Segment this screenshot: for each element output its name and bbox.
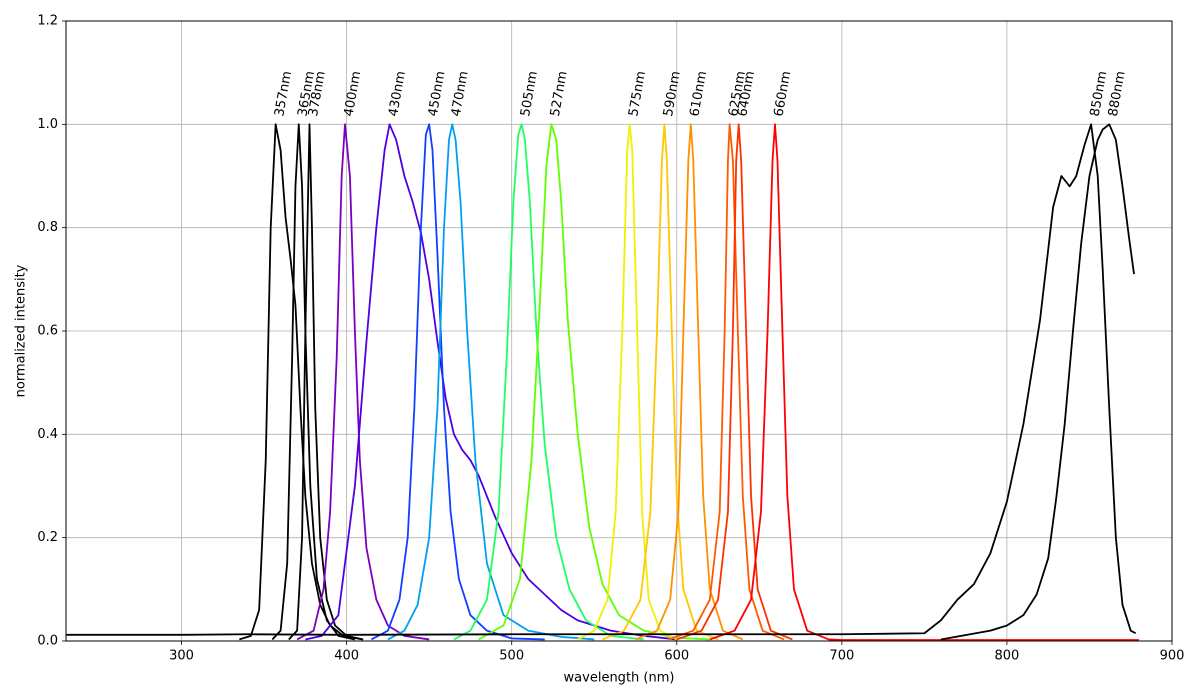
x-tick-label: 700 <box>829 649 854 664</box>
peak-label: 575nm <box>626 70 649 118</box>
y-tick-label: 1.2 <box>37 14 58 29</box>
spectrum-line <box>940 123 1135 641</box>
x-tick-label: 600 <box>664 649 689 664</box>
spectrum-line <box>239 123 364 641</box>
x-tick-label: 500 <box>499 649 524 664</box>
peak-label: 610nm <box>687 70 710 118</box>
y-tick-label: 1.0 <box>37 117 58 132</box>
spectrum-line <box>370 123 545 641</box>
spectrum-line <box>676 123 793 641</box>
x-axis-label: wavelength (nm) <box>564 671 675 686</box>
peak-label: 470nm <box>449 70 472 118</box>
spectrum-line <box>387 123 595 641</box>
spectrum-line <box>577 123 678 641</box>
y-axis-label: normalized intensity <box>14 264 29 397</box>
plot-frame <box>65 20 1173 642</box>
x-tick-label: 800 <box>995 649 1020 664</box>
peak-label: 505nm <box>518 70 541 118</box>
peak-label: 430nm <box>386 70 409 118</box>
spectrum-line <box>709 123 1139 641</box>
spectrum-line <box>478 123 710 641</box>
x-tick-label: 300 <box>169 649 194 664</box>
x-tick-label: 400 <box>334 649 359 664</box>
y-tick-label: 0.6 <box>37 324 58 339</box>
peak-label: 400nm <box>342 70 365 118</box>
spectrum-line <box>602 123 719 641</box>
spectrum-line <box>635 123 744 641</box>
y-tick-label: 0.4 <box>37 427 58 442</box>
y-tick-label: 0.2 <box>37 530 58 545</box>
peak-label: 527nm <box>548 70 571 118</box>
spectrum-line <box>271 123 356 641</box>
y-tick-label: 0.0 <box>37 634 58 649</box>
spectrum-line <box>305 123 677 641</box>
x-tick-label: 900 <box>1160 649 1185 664</box>
spectrum-line <box>66 123 1137 636</box>
peak-label: 450nm <box>426 70 449 118</box>
peak-label: 590nm <box>661 70 684 118</box>
peak-label: 660nm <box>772 70 795 118</box>
peak-label: 357nm <box>272 70 295 118</box>
spectrum-line <box>668 123 785 641</box>
spectrum-line <box>288 123 364 641</box>
spectrum-line <box>453 123 644 641</box>
spectrum-line <box>296 123 430 641</box>
y-tick-label: 0.8 <box>37 220 58 235</box>
